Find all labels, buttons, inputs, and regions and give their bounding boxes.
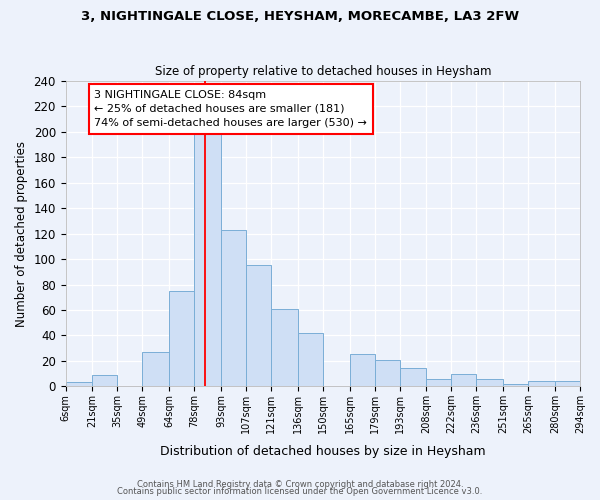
Bar — [298, 333, 323, 386]
Text: Contains public sector information licensed under the Open Government Licence v3: Contains public sector information licen… — [118, 488, 482, 496]
Bar — [169, 291, 194, 386]
Bar — [503, 384, 528, 386]
Bar — [476, 378, 503, 386]
Text: 3, NIGHTINGALE CLOSE, HEYSHAM, MORECAMBE, LA3 2FW: 3, NIGHTINGALE CLOSE, HEYSHAM, MORECAMBE… — [81, 10, 519, 23]
Bar — [528, 381, 555, 386]
Bar — [194, 134, 221, 386]
Y-axis label: Number of detached properties: Number of detached properties — [15, 140, 28, 326]
Text: Contains HM Land Registry data © Crown copyright and database right 2024.: Contains HM Land Registry data © Crown c… — [137, 480, 463, 489]
Bar — [246, 266, 271, 386]
Bar — [92, 375, 118, 386]
Bar — [350, 354, 374, 386]
Bar — [65, 382, 92, 386]
Text: 3 NIGHTINGALE CLOSE: 84sqm
← 25% of detached houses are smaller (181)
74% of sem: 3 NIGHTINGALE CLOSE: 84sqm ← 25% of deta… — [94, 90, 367, 128]
X-axis label: Distribution of detached houses by size in Heysham: Distribution of detached houses by size … — [160, 444, 485, 458]
Bar — [142, 352, 169, 386]
Bar — [555, 381, 580, 386]
Bar — [271, 308, 298, 386]
Bar — [451, 374, 476, 386]
Bar — [427, 378, 451, 386]
Bar — [400, 368, 427, 386]
Bar — [374, 360, 400, 386]
Title: Size of property relative to detached houses in Heysham: Size of property relative to detached ho… — [155, 66, 491, 78]
Bar — [221, 230, 246, 386]
